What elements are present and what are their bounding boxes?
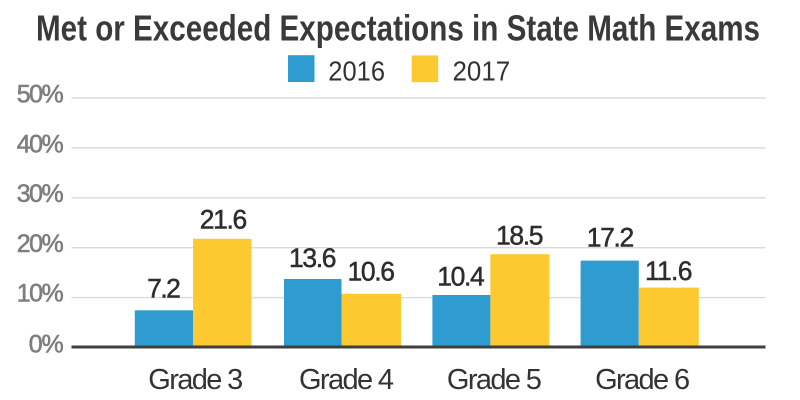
svg-text:20%: 20% (17, 230, 64, 258)
svg-text:13.6: 13.6 (289, 243, 337, 273)
svg-text:10.6: 10.6 (347, 257, 395, 287)
svg-text:17.2: 17.2 (587, 222, 635, 252)
svg-text:Grade 5: Grade 5 (447, 364, 542, 396)
svg-text:10.4: 10.4 (437, 261, 485, 291)
svg-text:11.6: 11.6 (645, 256, 693, 286)
svg-text:10%: 10% (17, 280, 64, 308)
svg-text:21.6: 21.6 (200, 205, 248, 235)
svg-text:Grade 6: Grade 6 (595, 364, 690, 396)
svg-text:7.2: 7.2 (147, 273, 181, 303)
svg-text:2017: 2017 (453, 55, 511, 86)
svg-text:40%: 40% (17, 130, 64, 158)
svg-text:Grade 3: Grade 3 (148, 364, 243, 396)
svg-text:50%: 50% (17, 81, 64, 109)
svg-text:18.5: 18.5 (496, 221, 544, 251)
svg-text:0%: 0% (29, 331, 64, 359)
svg-text:2016: 2016 (328, 55, 385, 86)
svg-text:Grade 4: Grade 4 (299, 364, 394, 396)
svg-text:30%: 30% (17, 180, 64, 208)
svg-text:Met or Exceeded Expectations i: Met or Exceeded Expectations in State Ma… (36, 8, 760, 49)
